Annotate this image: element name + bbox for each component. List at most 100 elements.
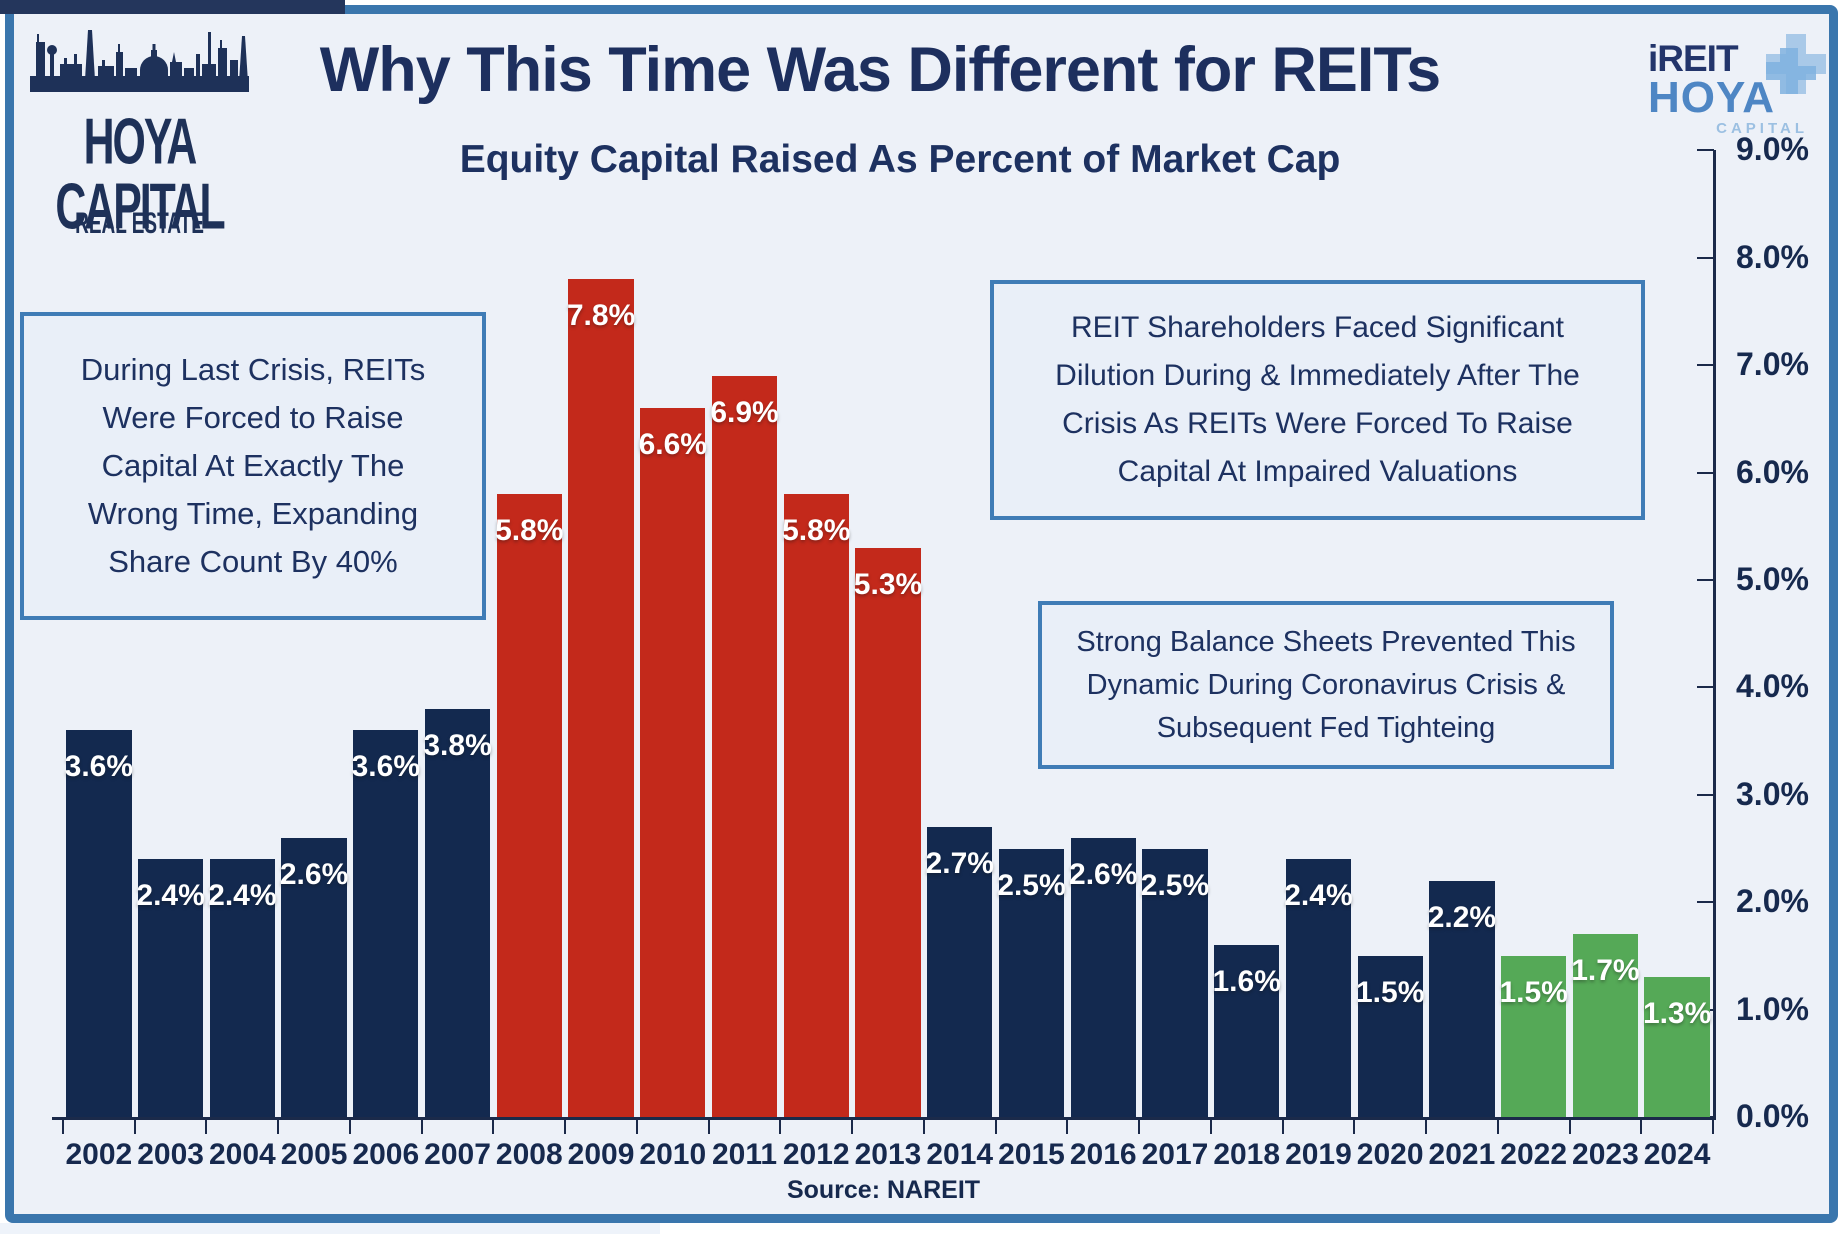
- x-axis-label-2004: 2004: [208, 1138, 276, 1171]
- x-axis-label-2006: 2006: [352, 1138, 420, 1171]
- y-axis-tick: [1697, 471, 1714, 474]
- y-axis-tick: [1697, 1116, 1714, 1118]
- x-axis-tick: [564, 1120, 567, 1134]
- page-title: Why This Time Was Different for REITs: [319, 35, 1441, 105]
- x-axis-label-2021: 2021: [1428, 1138, 1496, 1171]
- bar-value-label: 2.5%: [1140, 868, 1210, 902]
- x-axis-tick: [851, 1120, 854, 1134]
- bottom-edge-strip: [0, 1223, 660, 1234]
- annotation-text: During Last Crisis, REITs Were Forced to…: [80, 352, 426, 579]
- source-caption: Source: NAREIT: [786, 1176, 981, 1204]
- annotation-text: Strong Balance Sheets Prevented This Dyn…: [1076, 625, 1576, 744]
- bar-2012: 5.8%: [782, 494, 851, 1117]
- plus-icon: [1766, 34, 1826, 94]
- bar-2013: 5.3%: [853, 547, 923, 1117]
- x-axis-label-2016: 2016: [1069, 1138, 1137, 1171]
- x-axis-tick: [62, 1120, 64, 1134]
- x-axis-label-2007: 2007: [424, 1138, 491, 1171]
- x-axis-tick: [1138, 1120, 1141, 1134]
- bar-2017: 2.5%: [1140, 848, 1210, 1117]
- x-axis-label-2013: 2013: [854, 1138, 922, 1171]
- x-axis-tick: [994, 1120, 997, 1134]
- bar-value-label: 2.4%: [208, 879, 277, 913]
- bar-2002: 3.6%: [65, 730, 133, 1117]
- x-axis-tick: [348, 1120, 351, 1134]
- y-axis-label: 7.0%: [1736, 346, 1809, 383]
- bar-value-label: 6.9%: [710, 395, 779, 429]
- y-axis-tick: [1697, 579, 1714, 581]
- bar-2014: 2.7%: [925, 827, 994, 1117]
- y-axis-label: 9.0%: [1736, 131, 1809, 168]
- bar-value-label: 2.7%: [925, 847, 994, 881]
- y-axis-line: [1713, 150, 1716, 1120]
- x-axis-label-2017: 2017: [1141, 1138, 1209, 1171]
- bar-value-label: 5.8%: [495, 514, 564, 548]
- x-axis-tick: [922, 1120, 925, 1134]
- ireit-hoya-logo: iREIT HOYA CAPITAL: [1648, 34, 1826, 150]
- bar-value-label: 2.6%: [279, 857, 349, 891]
- x-axis-tick: [1496, 1120, 1499, 1134]
- x-axis-tick: [779, 1120, 782, 1134]
- x-axis-tick: [635, 1120, 638, 1134]
- bar-2005: 2.6%: [279, 837, 349, 1117]
- y-axis-label: 0.0%: [1736, 1098, 1809, 1134]
- city-skyline-icon: [30, 30, 249, 92]
- x-axis-tick: [1712, 1120, 1715, 1134]
- x-axis-label-2020: 2020: [1356, 1138, 1424, 1171]
- y-axis-tick: [1697, 256, 1714, 259]
- bar-value-label: 5.3%: [853, 567, 923, 601]
- x-axis-tick: [707, 1120, 710, 1134]
- bar-2016: 2.6%: [1069, 837, 1138, 1117]
- x-axis-label-2024: 2024: [1643, 1138, 1711, 1171]
- annotation-box-dilution: REIT Shareholders Faced Significant Dilu…: [990, 280, 1645, 520]
- bar-2020: 1.5%: [1355, 955, 1425, 1117]
- x-axis-tick: [1568, 1120, 1571, 1134]
- x-axis-tick: [492, 1120, 495, 1134]
- bar-2004: 2.4%: [208, 859, 277, 1117]
- annotation-text: REIT Shareholders Faced Significant Dilu…: [1055, 311, 1580, 488]
- x-axis-label-2005: 2005: [280, 1138, 348, 1171]
- x-axis-tick: [1640, 1120, 1643, 1134]
- x-axis-label-2010: 2010: [639, 1138, 707, 1171]
- bar-value-label: 1.6%: [1212, 965, 1281, 999]
- hoya-capital-logo: HOYA CAPITAL REAL ESTATE: [22, 24, 257, 239]
- bar-value-label: 2.5%: [997, 868, 1066, 902]
- x-axis-label-2022: 2022: [1500, 1138, 1568, 1171]
- bar-value-label: 5.8%: [782, 514, 851, 548]
- hoya-capital-wordmark: HOYA CAPITAL: [55, 104, 225, 243]
- x-axis-label-2023: 2023: [1572, 1138, 1639, 1171]
- x-axis-label-2015: 2015: [998, 1138, 1065, 1171]
- bar-value-label: 1.5%: [1355, 975, 1425, 1009]
- x-axis-tick: [277, 1120, 280, 1134]
- x-axis-label-2003: 2003: [137, 1138, 204, 1171]
- bar-value-label: 3.6%: [351, 750, 421, 784]
- x-axis-label-2018: 2018: [1213, 1138, 1281, 1171]
- bar-value-label: 3.8%: [423, 728, 492, 762]
- bar-value-label: 1.5%: [1499, 975, 1568, 1009]
- x-axis-tick: [1425, 1120, 1428, 1134]
- y-axis-label: 6.0%: [1736, 453, 1809, 490]
- bar-value-label: 6.6%: [638, 428, 707, 462]
- bar-value-label: 2.6%: [1069, 857, 1138, 891]
- annotation-box-balance-sheets: Strong Balance Sheets Prevented This Dyn…: [1038, 601, 1614, 769]
- bar-2021: 2.2%: [1428, 880, 1496, 1117]
- y-axis-label: 5.0%: [1736, 561, 1809, 597]
- bar-value-label: 2.4%: [136, 879, 205, 913]
- y-axis-label: 3.0%: [1736, 775, 1809, 812]
- y-axis-label: 4.0%: [1736, 668, 1809, 705]
- x-axis-label-2009: 2009: [567, 1138, 635, 1171]
- x-axis-tick: [133, 1120, 136, 1134]
- x-axis-label-2002: 2002: [65, 1138, 133, 1171]
- bar-2008: 5.8%: [495, 494, 564, 1117]
- y-axis-tick: [1697, 364, 1714, 367]
- top-edge-strip: [0, 0, 345, 14]
- y-axis-label: 2.0%: [1736, 883, 1809, 920]
- x-axis-tick: [420, 1120, 423, 1134]
- bar-2003: 2.4%: [136, 859, 205, 1117]
- y-axis-tick: [1697, 686, 1714, 689]
- bar-value-label: 2.4%: [1284, 879, 1353, 913]
- ireit-wordmark: iREIT: [1648, 38, 1739, 79]
- y-axis-tick: [1697, 149, 1714, 152]
- bar-2015: 2.5%: [997, 848, 1066, 1117]
